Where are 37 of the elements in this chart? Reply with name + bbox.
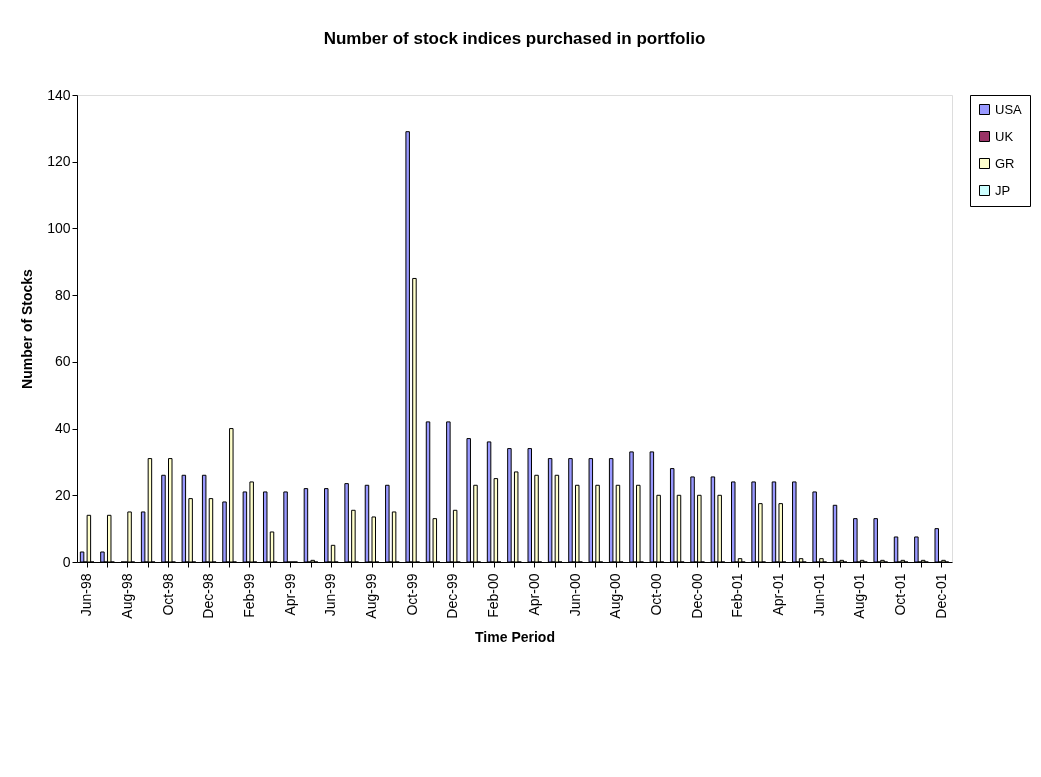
y-tick-label: 140	[47, 86, 71, 103]
x-tick-label: Oct-98	[159, 573, 176, 616]
y-tick-label: 0	[62, 553, 71, 570]
x-tick-label: Oct-01	[892, 573, 909, 616]
y-tick-label: 20	[54, 486, 71, 503]
x-tick-label: Jun-99	[322, 573, 339, 617]
y-tick-label: 80	[54, 286, 71, 303]
x-tick-label: Dec-98	[200, 573, 217, 619]
y-tick-label: 60	[54, 353, 71, 370]
x-tick-label: Dec-00	[688, 573, 705, 619]
x-tick-label: Jun-00	[566, 573, 583, 617]
legend-label: GR	[995, 155, 1015, 171]
x-tick-label: Oct-99	[403, 573, 420, 616]
x-tick-label: Feb-01	[729, 573, 746, 618]
legend-label: JP	[995, 182, 1011, 198]
y-tick-label: 100	[47, 219, 71, 236]
y-axis-title: Number of Stocks	[19, 268, 36, 389]
x-tick-label: Jun-98	[78, 573, 95, 617]
x-tick-label: Oct-00	[647, 573, 664, 616]
chart-title: Number of stock indices purchased in portfolio	[323, 29, 706, 48]
x-tick-label: Aug-00	[607, 573, 624, 619]
y-tick-label: 120	[47, 153, 71, 170]
x-tick-label: Apr-00	[525, 573, 542, 616]
x-tick-label: Feb-99	[240, 573, 257, 618]
y-tick-label: 40	[54, 420, 71, 437]
legend-label: USA	[995, 101, 1023, 117]
legend-label: UK	[995, 128, 1014, 144]
x-tick-label: Aug-98	[118, 573, 135, 619]
x-axis-title: Time Period	[475, 628, 555, 645]
x-tick-label: Aug-99	[363, 573, 380, 619]
x-tick-label: Feb-00	[485, 573, 502, 618]
x-tick-label: Dec-01	[932, 573, 949, 619]
x-tick-label: Dec-99	[444, 573, 461, 619]
x-tick-label: Jun-01	[810, 573, 827, 617]
x-tick-label: Apr-01	[770, 573, 787, 616]
x-tick-label: Apr-99	[281, 573, 298, 616]
x-tick-label: Aug-01	[851, 573, 868, 619]
